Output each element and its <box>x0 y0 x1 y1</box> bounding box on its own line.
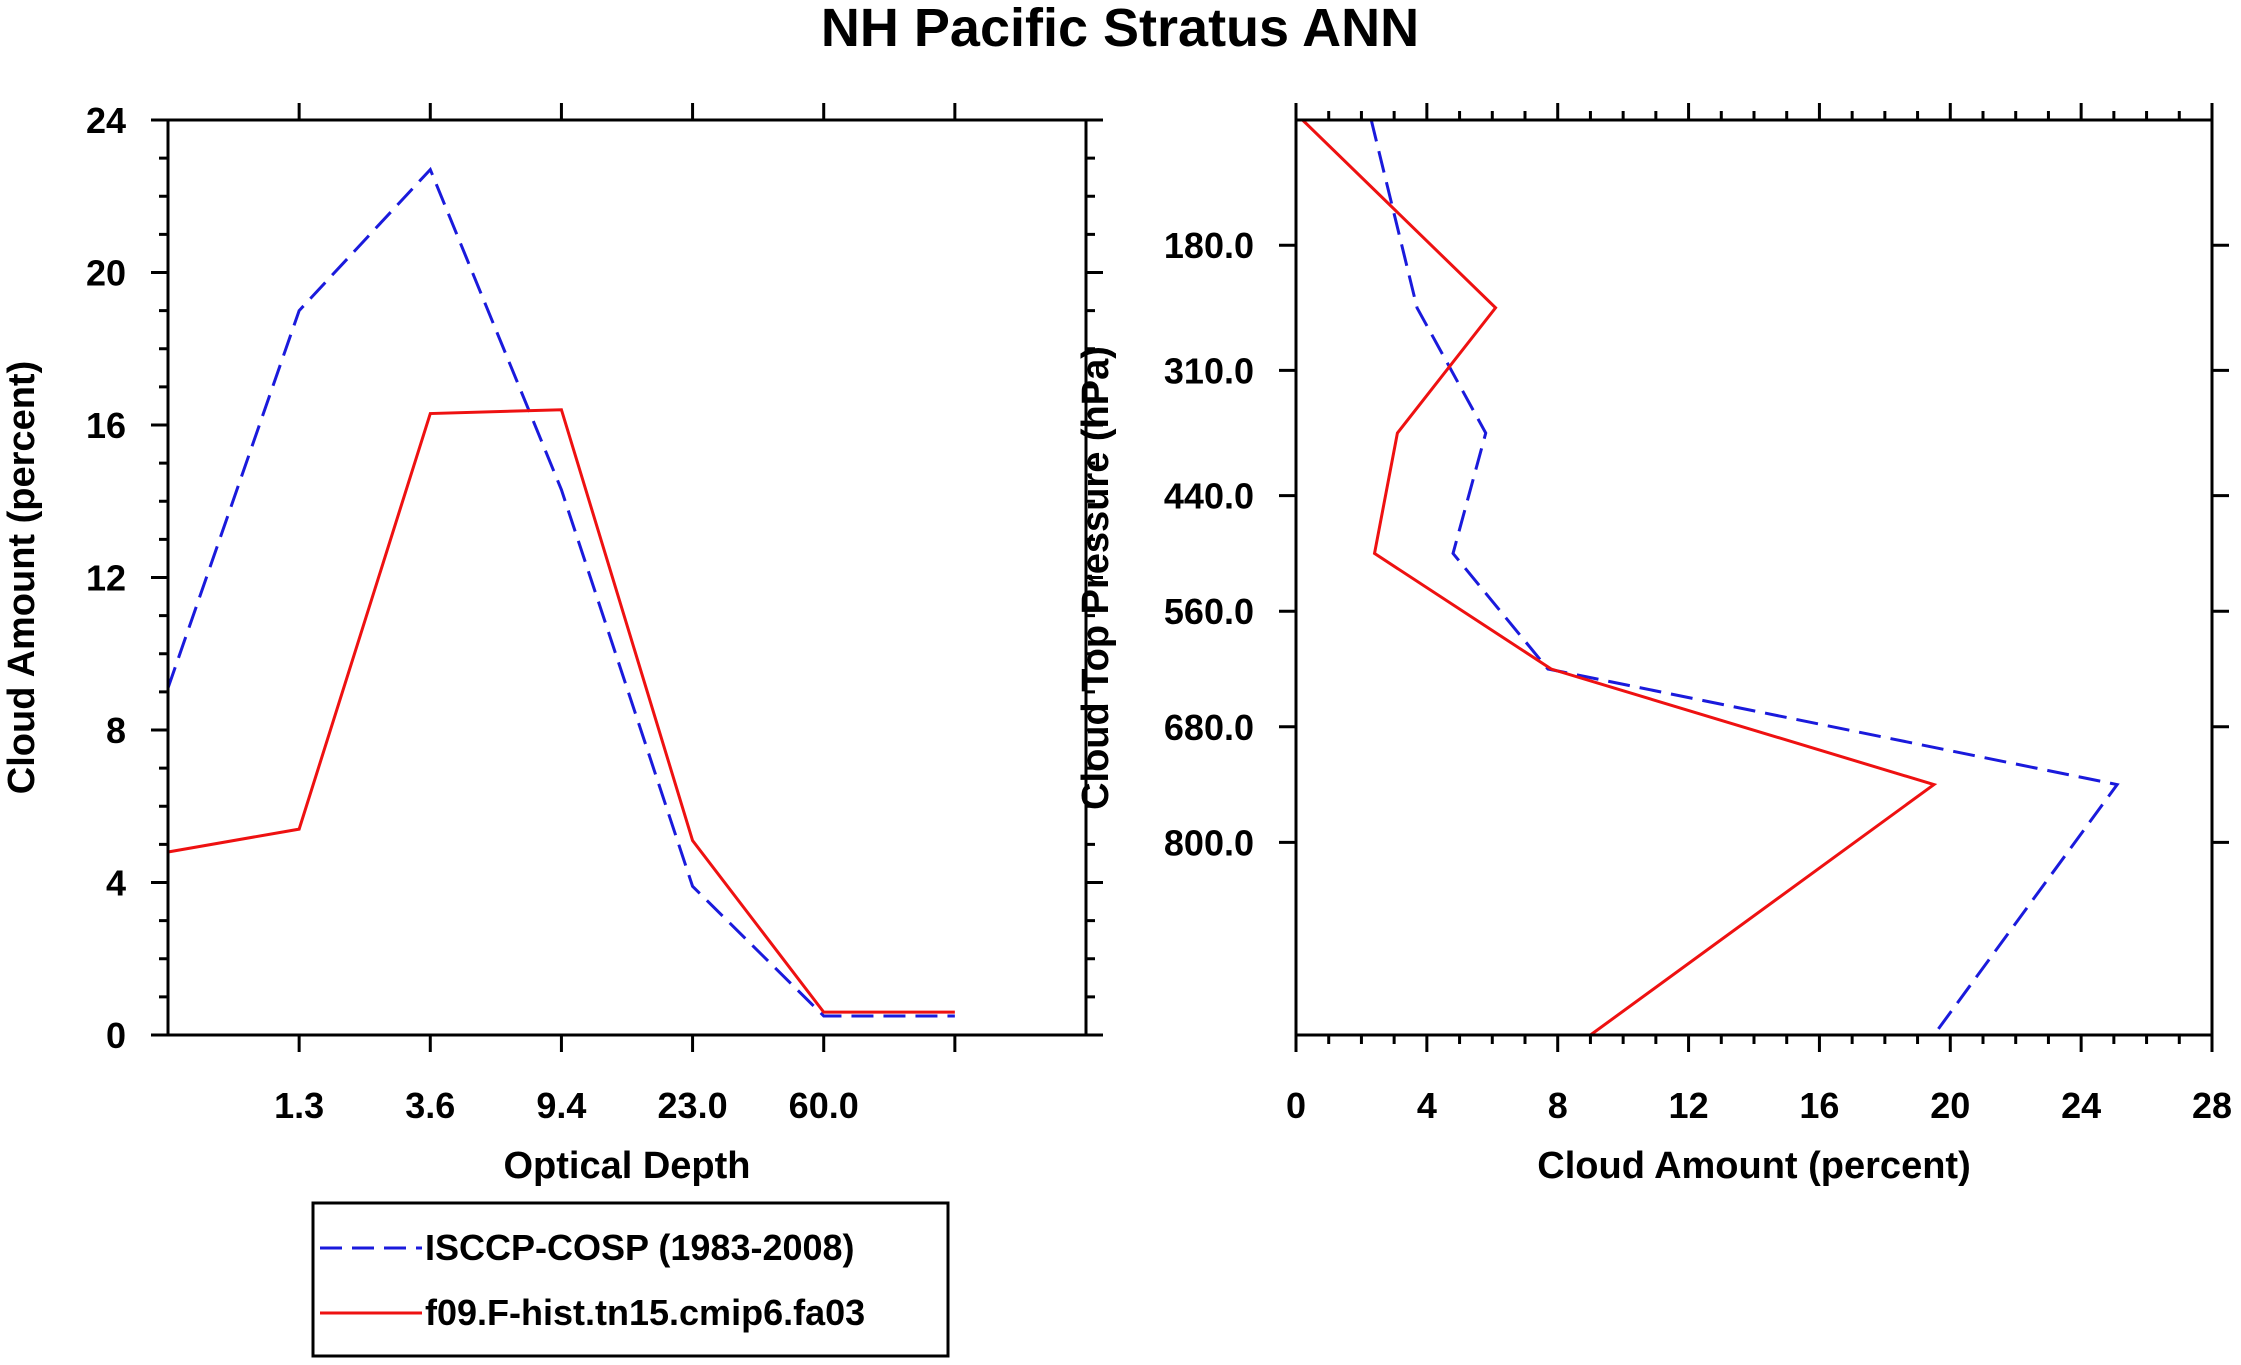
right-series-obs <box>1369 119 2120 1036</box>
left-series-model <box>167 408 955 1014</box>
right-y-tick-label: 560.0 <box>1164 591 1254 632</box>
right-y-tick-label: 310.0 <box>1164 350 1254 391</box>
left-y-tick-label: 24 <box>86 100 126 141</box>
right-x-tick-label: 8 <box>1548 1085 1568 1126</box>
right-y-tick-label: 440.0 <box>1164 476 1254 517</box>
right-x-tick-label: 4 <box>1417 1085 1437 1126</box>
left-x-tick-label: 1.3 <box>274 1085 324 1126</box>
chart-title: NH Pacific Stratus ANN <box>821 0 1419 58</box>
left-x-tick-label: 60.0 <box>789 1085 859 1126</box>
left-x-tick-label: 9.4 <box>536 1085 586 1126</box>
left-y-tick-label: 12 <box>86 558 126 599</box>
right-x-tick-label: 20 <box>1930 1085 1970 1126</box>
left-y-tick-label: 16 <box>86 405 126 446</box>
left-panel: 0 4 8 12 16 20 24 1.3 3.6 9.4 23.0 60.0 Optical Dept… <box>1 100 1103 1187</box>
right-x-axis-title: Cloud Amount (percent) <box>1537 1145 1970 1187</box>
legend-label-model: f09.F-hist.tn15.cmip6.fa03 <box>425 1292 865 1333</box>
right-y-tick-label: 800.0 <box>1164 822 1254 863</box>
right-x-tick-label: 24 <box>2061 1085 2101 1126</box>
left-plot-frame <box>166 118 1088 1037</box>
left-y-tick-label: 8 <box>106 710 126 751</box>
right-y-axis-title: Cloud Top Pressure (hPa) <box>1075 346 1117 810</box>
left-x-tick-label: 23.0 <box>658 1085 728 1126</box>
legend-box <box>311 1201 950 1358</box>
left-y-tick-label: 20 <box>86 253 126 294</box>
right-y-tick-label: 180.0 <box>1164 225 1254 266</box>
left-y-tick-label: 4 <box>106 863 126 904</box>
left-x-tick-label: 3.6 <box>405 1085 455 1126</box>
right-x-tick-label: 28 <box>2192 1085 2232 1126</box>
left-x-axis-title: Optical Depth <box>503 1145 750 1187</box>
legend-label-obs: ISCCP-COSP (1983-2008) <box>425 1227 855 1268</box>
left-series-obs <box>166 166 955 1018</box>
right-x-tick-label: 0 <box>1286 1085 1306 1126</box>
right-plot-frame <box>1294 118 2214 1037</box>
right-series-model <box>1301 118 1938 1037</box>
legend: ISCCP-COSP (1983-2008) f09.F-hist.tn15.c… <box>311 1201 950 1358</box>
right-x-tick-label: 16 <box>1799 1085 1839 1126</box>
right-panel: 0 4 8 12 16 20 24 28 180.0 310.0 440.0 560.0 680.0 80… <box>1075 103 2232 1187</box>
right-y-tick-label: 680.0 <box>1164 707 1254 748</box>
left-y-axis-title: Cloud Amount (percent) <box>1 361 43 794</box>
right-x-tick-label: 12 <box>1669 1085 1709 1126</box>
left-y-tick-label: 0 <box>106 1015 126 1056</box>
